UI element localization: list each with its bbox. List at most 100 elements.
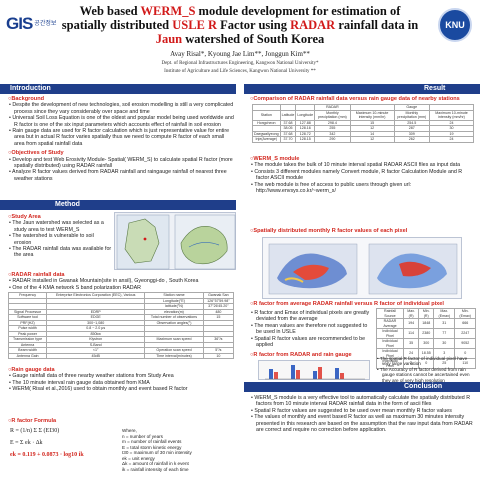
gauge-compare-heading: R factor from RADAR and rain gauge (250, 352, 374, 358)
bg-item: Despite the development of new technolog… (8, 102, 236, 115)
where-item: Δk = amount of rainfall in k event (122, 461, 189, 466)
table-header-cell: Latitude (279, 109, 297, 121)
monthly-rfactor-maps (268, 243, 458, 295)
intro-content: Background Despite the development of ne… (8, 96, 236, 182)
average-heading: R factor from average RADAR rainfall ver… (250, 301, 476, 307)
section-result: Result (244, 84, 480, 94)
table-cell: Enterprise Electronics Corporation (EEC)… (46, 292, 146, 299)
table-cell (7, 297, 48, 304)
avg-item: R factor and Emax of individual pixels a… (250, 310, 374, 323)
table-row: Transmission type Klystron Maximum scan sp… (7, 336, 235, 343)
conclusion-item: The values of monthly and event based R … (250, 414, 476, 433)
table-cell: 9052 (454, 338, 476, 349)
where-label: Where, (122, 428, 137, 433)
conclusion-item: Spatial R factor values are suggested to… (250, 408, 476, 414)
table-row: Inje(Average) 37.70 128.15 290 12 262 24 (252, 136, 474, 143)
table-row: Beam width <1° Operation scan speed 5°/s (7, 347, 235, 354)
table-cell: Inje(Average) (252, 136, 281, 143)
table-row: Individual Pixel 35 300 30 9052 (376, 338, 476, 349)
table-cell: 666 (454, 318, 476, 329)
formula-where: Where, n = number of years m = number of … (122, 428, 236, 472)
radar-item: RADAR installed in Gwanak Mountain(site … (8, 278, 236, 284)
affiliation-1: Dept. of Regional Infrastructures Engine… (161, 61, 319, 66)
table-cell: 126°57'59.98" (202, 297, 235, 304)
table-cell: Signal Processor (7, 308, 48, 315)
table-header-cell: Maximum 10-minute intensity (mm/hr) (349, 109, 395, 121)
table-cell: 24 (429, 136, 474, 143)
table-cell (202, 330, 235, 337)
where-item: ek = unit energy (122, 455, 155, 461)
table-cell: 30 (433, 338, 456, 349)
study-area-heading: Study Area (8, 214, 112, 220)
section-conclusion: Conclusion (244, 382, 480, 392)
table-cell: Daegwallyeong (252, 130, 281, 137)
table-cell: 24 (429, 119, 474, 126)
table-cell (202, 325, 235, 332)
rfactor-content: R factor Formula (8, 418, 236, 424)
table-row: Software tool EDGE Total number of observa… (7, 314, 235, 321)
table-cell: 1848 (418, 318, 435, 329)
werm-content: WERM_S module The module takes the bulk … (250, 156, 476, 194)
table-cell: 77 (433, 328, 456, 339)
where-item: I30 = maximum of 30 min intensity (122, 450, 192, 455)
table-cell: 45dB (46, 352, 146, 359)
gauge-compare-list: The spatial R factor of individual pixel… (376, 356, 476, 383)
conclusion-content: WERM_S module is a very effective tool t… (250, 395, 476, 433)
bg-item: Universal Soil Loss Equation is one of t… (8, 115, 236, 128)
table-cell: 114 (402, 328, 420, 339)
table-cell (46, 303, 146, 310)
table-header-cell: Station (252, 109, 281, 121)
table-cell: Pulse width (7, 325, 48, 332)
table-header-row: Station Latitude Longitude Monthly precipit… (252, 109, 474, 121)
table-cell: Antenna (7, 341, 48, 348)
table-cell: 298.4 (314, 119, 351, 126)
gauge-compare-chart (258, 360, 370, 380)
table-cell: S-Band (46, 341, 146, 348)
radar-content: RADAR rainfall data RADAR installed in G… (8, 272, 236, 291)
table-cell: 37°26'45.20" (202, 303, 235, 310)
authors: Avay Risal*, Kyoung Jae Lim**, Jonggun K… (170, 50, 310, 58)
raingauge-heading: Rain gauge data (8, 367, 236, 373)
werm-item: The module takes the bulk of 10 minute i… (250, 162, 476, 168)
gauge-compare-content: R factor from RADAR and rain gauge (250, 352, 374, 358)
table-header-cell: Max. (Emax) (433, 308, 456, 319)
table-cell: 37.70 (279, 136, 297, 143)
where-list: n = number of years m = number of rainfal… (122, 434, 236, 473)
table-row: Individual Pixel 114 2380 77 2247 (376, 328, 476, 339)
table-cell: 128.15 (295, 136, 316, 143)
average-list: R factor and Emax of individual pixels a… (250, 310, 374, 348)
table-cell: PRF(HZ) (7, 319, 48, 326)
table-cell: Antenna Gain (7, 352, 48, 359)
table-header-cell: Min. (Emax) (454, 308, 476, 319)
comparison-heading: Comparison of RADAR rainfall data versus… (250, 96, 476, 102)
formula-ek: ek = 0.119 + 0.0873 · log10 ik (10, 452, 84, 458)
table-cell: Frequency (7, 292, 48, 299)
table-row: Longitude(°E) 126°57'59.98" (7, 297, 235, 304)
gauge-compare-bars (265, 365, 365, 380)
table-cell: <1° (46, 347, 146, 354)
gauge-item: Gauge rainfall data of three nearby weat… (8, 373, 236, 379)
comparison-content: Comparison of RADAR rainfall data versus… (250, 96, 476, 102)
study-item: The watershed is vulnerable to soil eros… (8, 233, 112, 246)
table-cell: 300 (418, 338, 435, 349)
formula-r: R = (1/n) Σ Σ (EI30) (10, 428, 60, 434)
rfactor-heading: R factor Formula (8, 418, 236, 424)
table-cell: 12 (349, 136, 395, 143)
radar-spec-table: Frequency Enterprise Electronics Corporat… (7, 292, 235, 359)
table-cell (202, 341, 235, 348)
werm-item: Consists 3 different modules namely Conv… (250, 169, 476, 182)
table-row: Antenna S-Band (7, 341, 235, 348)
table-cell: 254.5 (393, 119, 431, 126)
table-cell: 2380 (418, 328, 435, 339)
table-cell (7, 303, 48, 310)
table-cell: 10 (202, 352, 235, 359)
table-cell: 850kw (46, 330, 146, 337)
table-row: Antenna Gain 45dB Time interval(minutes) 10 (7, 352, 235, 359)
table-cell: Individual Pixel (376, 328, 404, 339)
table-cell: 15 (202, 314, 235, 321)
conclusion-item: WERM_S module is a very effective tool t… (250, 395, 476, 408)
table-cell: EDGE (46, 314, 146, 321)
table-header-cell: Maximum 10-minute intensity (mm/hr) (429, 109, 474, 121)
gc-item: The Accuracy of R factor derived from ra… (376, 367, 476, 383)
study-item: The RADAR rainfall data was available fo… (8, 246, 112, 259)
